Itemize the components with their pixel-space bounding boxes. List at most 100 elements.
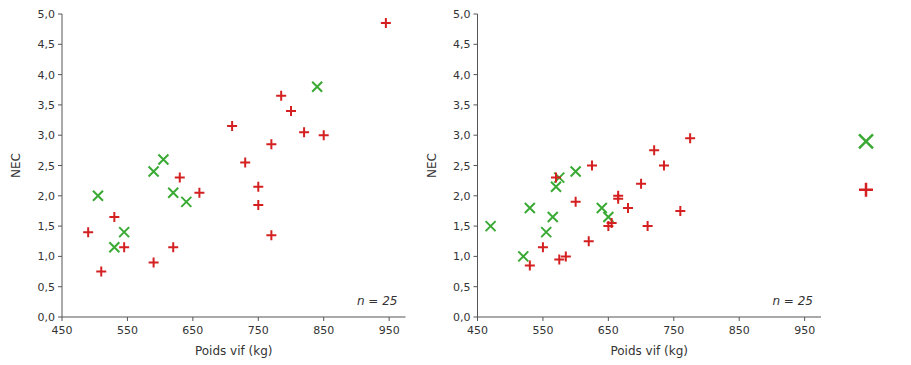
y-tick-label: 1,5 [38, 220, 56, 233]
point [168, 242, 178, 252]
x-tick [323, 317, 324, 321]
y-tick-label: 2,5 [453, 160, 471, 173]
y-tick [58, 14, 62, 15]
point [109, 212, 119, 222]
y-tick-label: 5,0 [38, 8, 56, 21]
point [643, 221, 653, 231]
point [381, 18, 391, 28]
x-tick-label: 650 [598, 324, 619, 337]
point [584, 236, 594, 246]
y-tick [474, 44, 478, 45]
point [518, 251, 528, 261]
y-tick [58, 104, 62, 105]
y-tick [474, 135, 478, 136]
point [266, 139, 276, 149]
y-axis-label: NEC [425, 153, 439, 178]
x-tick [192, 317, 193, 321]
x-axis-line [62, 317, 406, 318]
point [685, 133, 695, 143]
y-tick-label: 4,5 [38, 38, 56, 51]
x-axis-label: Poids vif (kg) [195, 344, 273, 358]
point [649, 145, 659, 155]
point [175, 173, 185, 183]
point [240, 157, 250, 167]
y-tick [474, 256, 478, 257]
point [587, 161, 597, 171]
point [613, 191, 623, 201]
y-tick-label: 2,5 [38, 160, 56, 173]
x-tick-label: 850 [313, 324, 334, 337]
series-0 [486, 167, 614, 262]
x-tick [804, 317, 805, 321]
series-1 [83, 18, 391, 276]
y-tick [58, 286, 62, 287]
point [548, 212, 558, 222]
point [253, 200, 263, 210]
point [551, 182, 561, 192]
point [149, 167, 159, 177]
y-tick-label: 0,5 [38, 281, 56, 294]
y-tick [58, 226, 62, 227]
point [525, 260, 535, 270]
y-tick [474, 104, 478, 105]
y-tick-label: 1,5 [453, 220, 471, 233]
y-tick-label: 2,0 [453, 190, 471, 203]
point [168, 188, 178, 198]
point [525, 203, 535, 213]
point [96, 267, 106, 277]
x-tick-label: 650 [182, 324, 203, 337]
point [119, 227, 129, 237]
y-tick-label: 3,0 [38, 129, 56, 142]
y-tick-label: 4,0 [38, 69, 56, 82]
point [109, 242, 119, 252]
point [158, 154, 168, 164]
plot-1: 4505506507508509500,00,51,01,52,02,53,03… [425, 8, 874, 358]
y-tick-label: 0,5 [453, 281, 471, 294]
y-tick-label: 0,0 [38, 311, 56, 324]
y-tick-label: 4,5 [453, 38, 471, 51]
x-axis-label: Poids vif (kg) [610, 344, 688, 358]
y-tick [474, 286, 478, 287]
point [541, 227, 551, 237]
x-tick [127, 317, 128, 321]
x-tick [673, 317, 674, 321]
point [83, 227, 93, 237]
y-tick [58, 256, 62, 257]
point [659, 161, 669, 171]
x-tick [389, 317, 390, 321]
x-tick-label: 450 [467, 324, 488, 337]
y-tick-label: 1,0 [453, 250, 471, 263]
annotation: n = 25 [357, 294, 398, 308]
y-tick-label: 0,0 [453, 311, 471, 324]
point [93, 191, 103, 201]
x-tick-label: 950 [379, 324, 400, 337]
point [571, 167, 581, 177]
x-tick-label: 750 [248, 324, 269, 337]
y-tick-label: 4,0 [453, 69, 471, 82]
x-tick-label: 450 [52, 324, 73, 337]
point [675, 206, 685, 216]
x-tick-label: 850 [729, 324, 750, 337]
y-tick [474, 74, 478, 75]
point [194, 188, 204, 198]
y-tick [58, 135, 62, 136]
y-axis-label: NEC [9, 153, 23, 178]
y-tick-label: 1,0 [38, 250, 56, 263]
x-tick [542, 317, 543, 321]
point [149, 257, 159, 267]
y-tick [58, 44, 62, 45]
y-tick [474, 14, 478, 15]
y-tick [474, 195, 478, 196]
series-0 [93, 82, 322, 253]
point [319, 130, 329, 140]
point [253, 182, 263, 192]
chart-root: 4505506507508509500,00,51,01,52,02,53,03… [0, 0, 911, 365]
point [227, 121, 237, 131]
y-tick [474, 317, 478, 318]
annotation: n = 25 [772, 294, 813, 308]
y-tick [474, 165, 478, 166]
y-tick-label: 3,5 [38, 99, 56, 112]
point [286, 106, 296, 116]
plot-0: 4505506507508509500,00,51,01,52,02,53,03… [9, 8, 406, 358]
marks [486, 133, 696, 270]
